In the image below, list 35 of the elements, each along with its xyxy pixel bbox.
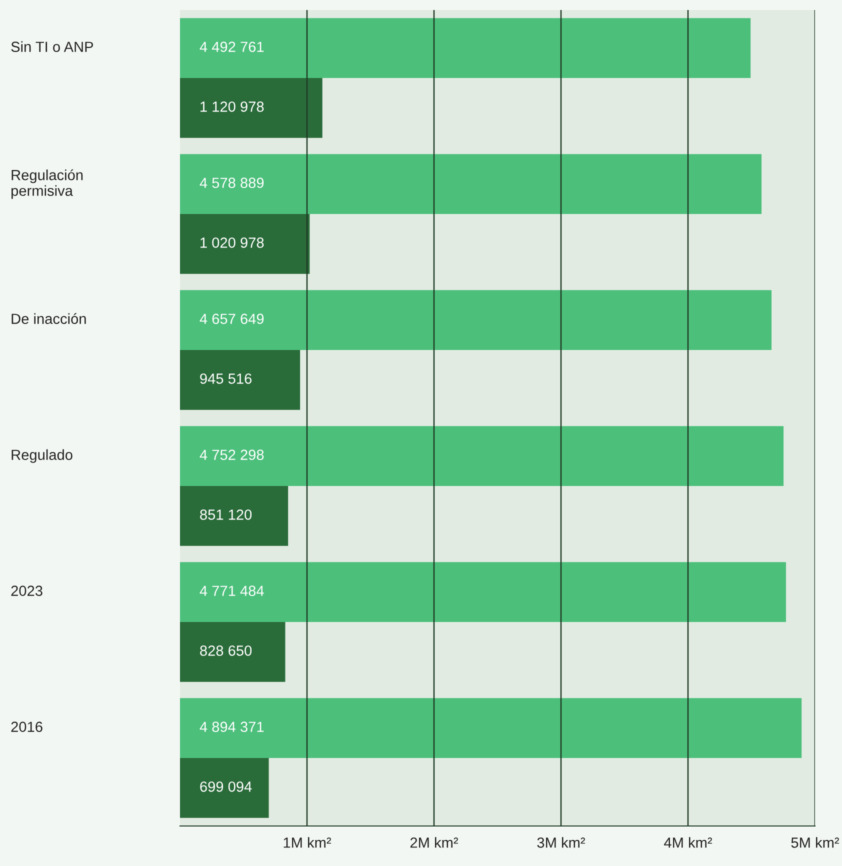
bar: [180, 622, 286, 682]
bar: [180, 78, 322, 138]
data-label: 4 578 889: [200, 178, 264, 188]
y-tick-label: Sin TI o ANP: [11, 41, 94, 52]
y-tick-label: 2016: [11, 722, 42, 732]
data-label: 4 771 484: [200, 586, 264, 596]
x-tick-label: 3M km²: [537, 837, 586, 848]
x-tick-label: 4M km²: [664, 837, 712, 848]
data-label: 699 094: [200, 782, 252, 792]
bar: [180, 214, 310, 274]
y-tick-label: 2023: [11, 586, 42, 596]
data-label: 1 020 978: [200, 238, 264, 248]
bar: [180, 290, 772, 350]
bar: [180, 486, 288, 546]
bar: [180, 426, 784, 486]
y-tick-label: Regulado: [12, 449, 72, 463]
bar: [180, 562, 786, 622]
bar: [180, 350, 300, 410]
data-label: 1 120 978: [200, 102, 264, 112]
data-label: 4 657 649: [200, 314, 264, 324]
x-tick-label: 5M km²: [791, 837, 840, 848]
bar: [180, 18, 751, 78]
y-tick-label: De inacción: [12, 313, 86, 324]
bar: [180, 698, 802, 758]
y-tick-label: Regulación permisiva: [11, 169, 83, 199]
x-tick-label: 1M km²: [284, 837, 332, 848]
data-label: 851 120: [200, 510, 252, 520]
bar: [180, 758, 269, 818]
data-label: 4 894 371: [200, 722, 264, 732]
data-label: 945 516: [200, 374, 252, 384]
data-label: 828 650: [200, 646, 252, 656]
data-label: 4 752 298: [200, 450, 264, 460]
x-tick-label: 2M km²: [410, 837, 458, 848]
data-label: 4 492 761: [200, 42, 264, 52]
bar: [180, 154, 762, 214]
